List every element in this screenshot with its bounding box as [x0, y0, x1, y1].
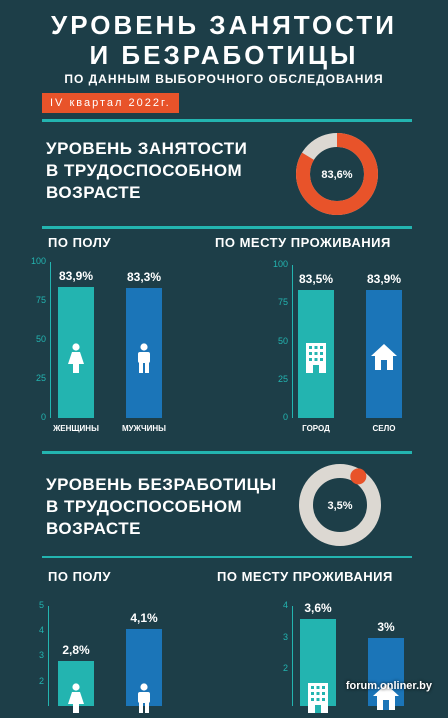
employment-gender-label: ПО ПОЛУ	[48, 235, 111, 250]
y-tick-label: 3	[282, 631, 288, 642]
female-icon	[58, 683, 94, 718]
bar-value-label: 4,1%	[130, 610, 158, 625]
unemployment-label-line-1: УРОВЕНЬ БЕЗРАБОТИЦЫ	[46, 475, 277, 494]
y-tick-label: 2	[38, 675, 44, 686]
unemployment-donut-track	[299, 464, 381, 546]
bar-category-label: ЖЕНЩИНЫ	[53, 424, 99, 433]
y-tick-label: 25	[35, 373, 46, 383]
subtitle: ПО ДАННЫМ ВЫБОРОЧНОГО ОБСЛЕДОВАНИЯ	[64, 72, 384, 86]
employment-donut: 83,6%	[296, 133, 378, 215]
y-tick-label: 75	[35, 295, 46, 305]
female-icon	[58, 343, 94, 378]
quarter-badge: IV квартал 2022г.	[42, 93, 179, 113]
bar-value-label: 83,5%	[298, 272, 334, 287]
male-icon	[126, 683, 162, 718]
divider-employment	[42, 226, 412, 229]
watermark: forum.onliner.by	[345, 680, 432, 692]
bar-value-label: 83,9%	[366, 271, 402, 286]
unemployment-place-label: ПО МЕСТУ ПРОЖИВАНИЯ	[217, 569, 393, 584]
bar-category-label: ГОРОД	[302, 424, 330, 433]
y-tick-label: 5	[38, 600, 44, 610]
y-axis-line	[50, 262, 51, 418]
male-icon	[126, 343, 162, 378]
building-icon	[298, 343, 334, 378]
house-icon	[366, 343, 402, 376]
employment-label-line-1: УРОВЕНЬ ЗАНЯТОСТИ	[46, 139, 248, 158]
bar-category-label: МУЖЧИНЫ	[122, 424, 166, 433]
bar-value-label: 83,9%	[58, 269, 94, 284]
y-tick-label: 100	[30, 256, 46, 266]
unemployment-donut-value: 3,5%	[327, 500, 352, 512]
bar-category-label: СЕЛО	[372, 424, 396, 433]
y-tick-label: 50	[277, 335, 288, 346]
unemployment-gender-label: ПО ПОЛУ	[48, 569, 111, 584]
bar-value-label: 83,3%	[126, 270, 162, 285]
divider-top	[42, 119, 412, 122]
unemployment-label-line-3: ВОЗРАСТЕ	[46, 519, 142, 538]
employment-label-line-3: ВОЗРАСТЕ	[46, 183, 142, 202]
y-tick-label: 100	[272, 259, 288, 269]
y-axis-line	[292, 606, 293, 706]
y-tick-label: 25	[277, 373, 288, 384]
unemployment-donut-marker	[350, 468, 367, 485]
unemployment-label: УРОВЕНЬ БЕЗРАБОТИЦЫ В ТРУДОСПОСОБНОМ ВОЗ…	[46, 474, 277, 540]
employment-place-label: ПО МЕСТУ ПРОЖИВАНИЯ	[215, 235, 391, 250]
y-tick-label: 0	[40, 412, 46, 422]
y-tick-label: 0	[282, 412, 288, 422]
y-tick-label: 4	[282, 600, 288, 610]
employment-label-line-2: В ТРУДОСПОСОБНОМ	[46, 161, 243, 180]
employment-label: УРОВЕНЬ ЗАНЯТОСТИ В ТРУДОСПОСОБНОМ ВОЗРА…	[46, 138, 247, 204]
employment-donut-arc	[296, 133, 378, 215]
y-tick-label: 2	[282, 663, 288, 673]
title-line-1: УРОВЕНЬ ЗАНЯТОСТИ	[51, 10, 397, 40]
bar-value-label: 3,6%	[304, 600, 332, 615]
unemployment-donut: 3,5%	[299, 464, 381, 546]
y-axis-line	[292, 265, 293, 418]
unemployment-label-line-2: В ТРУДОСПОСОБНОМ	[46, 497, 243, 516]
house-icon	[368, 683, 404, 716]
y-tick-label: 4	[38, 625, 44, 636]
y-tick-label: 3	[38, 650, 44, 661]
bar-value-label: 2,8%	[62, 643, 90, 658]
employment-donut-value: 83,6%	[321, 169, 352, 181]
building-icon	[300, 683, 336, 718]
y-tick-label: 50	[35, 334, 46, 344]
bar-value-label: 3%	[377, 619, 395, 634]
divider-unemployment	[42, 451, 412, 454]
y-tick-label: 75	[277, 297, 288, 308]
divider-unemployment-bottom	[42, 556, 412, 558]
y-axis-line	[48, 606, 49, 706]
title-line-2: И БЕЗРАБОТИЦЫ	[89, 40, 359, 70]
